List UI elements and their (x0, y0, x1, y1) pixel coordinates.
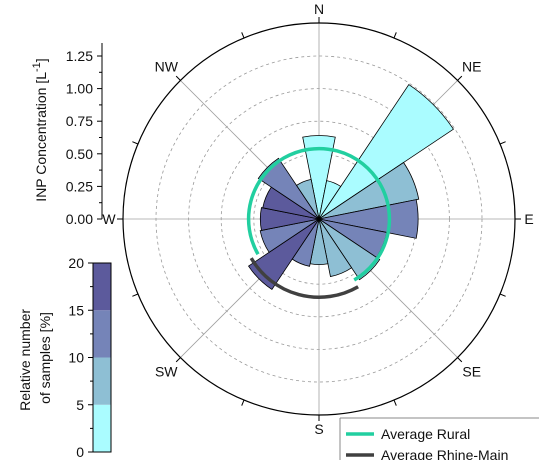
wind-bar (259, 218, 320, 253)
radial-axis-title-sup: -1 (31, 62, 43, 72)
outer-tick (132, 141, 139, 145)
color-scale-tick-label: 20 (68, 255, 84, 271)
average-rural-arc (246, 146, 392, 282)
color-scale-bar (92, 262, 112, 453)
color-scale-axis: 0 5 10 15 20 (68, 255, 93, 460)
radial-axis-title: INP Concentration [L-1] (31, 58, 49, 201)
outer-tick (175, 357, 181, 363)
color-scale-title: Relative number of samples [%] (17, 305, 53, 411)
outer-tick (457, 357, 463, 363)
outer-tick (175, 75, 181, 81)
direction-label: SW (155, 364, 178, 380)
direction-label: SE (462, 364, 481, 380)
color-scale-title-line1: Relative number (17, 309, 33, 411)
legend-label: Average Rhine-Main (381, 447, 508, 460)
average-rhine-main-arc (249, 257, 359, 299)
direction-label: NW (155, 58, 179, 74)
radial-tick-label: 1.00 (66, 81, 93, 97)
radial-axis-title-main: INP Concentration [L (33, 72, 49, 202)
color-scale-bin (93, 357, 111, 405)
color-scale-bin (93, 404, 111, 452)
radial-axis: 0.00 0.25 0.50 0.75 1.00 1.25 (66, 43, 103, 227)
radial-tick-label: 0.75 (66, 113, 93, 129)
outer-tick (393, 32, 397, 39)
average-arcs (246, 146, 392, 299)
outer-tick (241, 399, 245, 406)
color-scale-bin (93, 263, 111, 311)
outer-tick (457, 75, 463, 81)
outer-tick (499, 141, 506, 145)
direction-label: S (314, 421, 323, 437)
wind-bar (318, 83, 454, 220)
direction-labels: N NE E SE S SW W NW (102, 1, 533, 437)
outer-tick (499, 293, 506, 297)
outer-tick (393, 399, 397, 406)
color-scale-tick-label: 5 (76, 397, 84, 413)
color-scale-tick-label: 10 (68, 350, 84, 366)
legend: Average Rural Average Rhine-Main (339, 417, 539, 460)
direction-label: NE (462, 58, 481, 74)
radial-tick-label: 0.25 (66, 178, 93, 194)
radial-tick-label: 1.25 (66, 48, 93, 64)
direction-label: W (102, 211, 116, 227)
radial-tick-label: 0.50 (66, 146, 93, 162)
bars-layer (247, 83, 454, 291)
polar-grid (117, 17, 521, 421)
legend-label: Average Rural (381, 426, 470, 442)
wind-bar (302, 135, 336, 220)
color-scale-title-line2: of samples [%] (37, 312, 53, 404)
wind-bar (259, 207, 320, 231)
wind-bar (318, 218, 381, 281)
wind-bar (295, 178, 320, 220)
wind-bar (247, 218, 320, 291)
radial-tick-label: 0.00 (66, 211, 93, 227)
wind-bar (318, 161, 420, 220)
outer-tick (132, 293, 139, 297)
color-scale-tick-label: 15 (68, 302, 84, 318)
wind-bar (318, 199, 419, 239)
color-scale-tick-label: 0 (76, 444, 84, 460)
direction-label: N (314, 1, 324, 17)
wind-bar (318, 218, 353, 278)
direction-label: E (524, 211, 533, 227)
color-scale-bin (93, 310, 111, 358)
radial-axis-title-end: ] (33, 58, 49, 62)
outer-tick (241, 32, 245, 39)
wind-bar (257, 157, 320, 220)
